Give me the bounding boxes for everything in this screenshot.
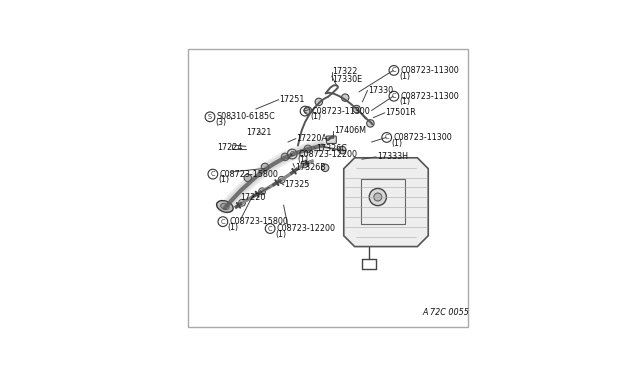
Text: (1): (1) [399, 72, 410, 81]
Text: C08723-11300: C08723-11300 [393, 133, 452, 142]
Text: 17221: 17221 [246, 128, 272, 137]
Circle shape [374, 193, 382, 201]
Text: 17220: 17220 [241, 193, 266, 202]
Text: (1): (1) [275, 230, 287, 239]
Text: C: C [221, 219, 225, 225]
Text: 17501R: 17501R [385, 108, 416, 117]
Circle shape [321, 164, 329, 171]
Circle shape [339, 146, 346, 154]
Text: C08723-12200: C08723-12200 [298, 150, 358, 158]
Ellipse shape [221, 203, 229, 209]
Text: C: C [268, 225, 273, 231]
Text: C08723-11300: C08723-11300 [312, 107, 370, 116]
FancyBboxPatch shape [188, 49, 468, 327]
Text: C08723-11300: C08723-11300 [400, 92, 459, 101]
Circle shape [304, 145, 312, 153]
Text: C: C [290, 151, 294, 157]
Text: S: S [208, 114, 212, 120]
Text: C: C [385, 134, 389, 141]
Text: C: C [392, 93, 396, 99]
Circle shape [301, 161, 308, 168]
Text: C08723-11300: C08723-11300 [400, 66, 459, 75]
Text: 17333H: 17333H [377, 153, 408, 161]
Text: 17326B: 17326B [295, 163, 326, 172]
Text: 17322: 17322 [332, 67, 358, 76]
Text: 17406M: 17406M [333, 126, 365, 135]
Text: 17325: 17325 [284, 180, 310, 189]
Circle shape [353, 105, 360, 113]
Text: 17326C: 17326C [317, 144, 348, 153]
Circle shape [342, 94, 349, 101]
Text: A 72C 0055: A 72C 0055 [422, 308, 469, 317]
Text: 17220A: 17220A [296, 134, 328, 143]
Circle shape [239, 199, 246, 206]
Text: 17224: 17224 [217, 143, 242, 152]
FancyBboxPatch shape [326, 136, 336, 144]
Circle shape [278, 176, 285, 183]
Text: C: C [303, 108, 307, 114]
Text: S08310-6185C: S08310-6185C [216, 112, 275, 121]
Text: 17330: 17330 [368, 86, 393, 95]
Circle shape [315, 98, 323, 106]
Text: C: C [392, 67, 396, 73]
Polygon shape [344, 158, 428, 247]
Text: C: C [211, 171, 215, 177]
Text: (1): (1) [392, 139, 403, 148]
Circle shape [367, 120, 374, 127]
Circle shape [304, 107, 312, 114]
Text: (1): (1) [310, 112, 321, 121]
Text: 17251: 17251 [279, 95, 305, 104]
Text: C08723-15800: C08723-15800 [229, 217, 288, 226]
Text: (1): (1) [218, 175, 229, 185]
Circle shape [244, 174, 252, 182]
Text: (1): (1) [228, 223, 239, 232]
Text: (1): (1) [399, 97, 410, 106]
Ellipse shape [216, 201, 233, 212]
Text: C08723-12200: C08723-12200 [276, 224, 335, 233]
Text: 17330E: 17330E [332, 75, 362, 84]
Circle shape [259, 188, 266, 195]
Text: (3): (3) [215, 118, 227, 127]
Circle shape [261, 163, 269, 171]
Text: (1): (1) [297, 155, 308, 164]
Circle shape [282, 153, 289, 161]
Circle shape [369, 189, 387, 206]
Text: C08723-15800: C08723-15800 [219, 170, 278, 179]
